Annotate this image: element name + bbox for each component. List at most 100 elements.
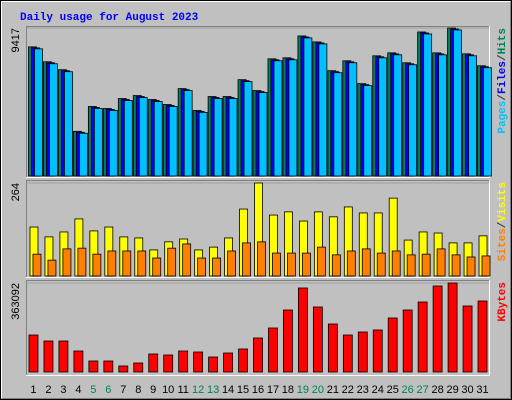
- x-tick-label: 27: [417, 384, 429, 396]
- bar: [153, 101, 163, 177]
- bar: [148, 353, 159, 373]
- legend-entry: Sites: [497, 228, 509, 261]
- bar: [451, 254, 461, 277]
- bar: [212, 257, 221, 277]
- bar: [387, 317, 398, 373]
- bar: [227, 250, 236, 277]
- x-tick-label: 21: [327, 384, 339, 396]
- bar: [138, 97, 148, 177]
- bar: [163, 354, 174, 373]
- bar: [64, 71, 73, 177]
- bar: [253, 337, 263, 373]
- x-tick-label: 4: [75, 384, 81, 396]
- bar: [303, 37, 313, 177]
- bar: [417, 301, 428, 373]
- bar: [378, 57, 388, 177]
- bar: [198, 112, 208, 177]
- bar: [88, 360, 99, 373]
- bar: [436, 248, 446, 277]
- bar: [363, 85, 373, 177]
- bar: [468, 55, 477, 177]
- bar: [283, 309, 293, 373]
- x-tick-label: 1: [30, 384, 36, 396]
- bar: [243, 81, 253, 177]
- bar: [302, 252, 311, 277]
- bar: [223, 352, 233, 373]
- bar: [483, 67, 492, 177]
- bar: [406, 254, 416, 277]
- bar: [257, 241, 266, 277]
- legend-entry: Pages: [497, 101, 509, 134]
- legend: KBytes: [497, 282, 509, 322]
- bar: [77, 247, 87, 277]
- bar: [318, 43, 328, 177]
- bar: [108, 110, 118, 177]
- x-tick-label: 8: [135, 384, 141, 396]
- legend-separator: /: [497, 221, 509, 228]
- bar: [238, 348, 248, 373]
- bar: [402, 309, 413, 373]
- bar: [178, 350, 189, 373]
- bar: [481, 255, 491, 277]
- x-tick-label: 7: [120, 384, 126, 396]
- bar: [421, 253, 431, 277]
- bar: [228, 98, 238, 177]
- bar: [152, 257, 162, 277]
- bar: [168, 106, 178, 177]
- x-tick-label: 25: [387, 384, 399, 396]
- x-tick-label: 15: [237, 384, 249, 396]
- bar: [32, 253, 42, 277]
- bar: [62, 248, 72, 277]
- y-tick-label: 363092: [10, 283, 22, 320]
- legend-entry: Files: [497, 61, 509, 94]
- bar: [258, 92, 268, 177]
- bar: [49, 63, 58, 177]
- x-tick-label: 10: [162, 384, 174, 396]
- bar: [208, 356, 218, 373]
- bar: [348, 62, 358, 177]
- bar: [477, 300, 488, 373]
- bar: [357, 331, 368, 373]
- bar: [316, 246, 326, 277]
- y-tick-label: 264: [10, 183, 22, 201]
- bar: [123, 100, 133, 177]
- x-tick-label: 5: [90, 384, 96, 396]
- x-tick-label: 2: [45, 384, 51, 396]
- chart-title: Daily usage for August 2023: [20, 12, 199, 24]
- x-tick-label: 22: [342, 384, 354, 396]
- bar: [133, 362, 144, 373]
- x-tick-label: 31: [476, 384, 488, 396]
- bar: [287, 252, 296, 277]
- bar: [376, 252, 386, 277]
- legend-entry: KBytes: [497, 282, 509, 322]
- bar: [288, 59, 298, 177]
- bar: [361, 248, 371, 277]
- bar: [447, 282, 458, 373]
- x-tick-label: 30: [461, 384, 473, 396]
- bar: [432, 285, 443, 373]
- legend: Pages/Files/Hits: [497, 28, 509, 134]
- bar: [103, 360, 114, 373]
- bar: [462, 305, 473, 373]
- y-tick-label: 9417: [10, 28, 22, 52]
- bar: [423, 33, 433, 177]
- bar: [242, 242, 251, 277]
- bar: [183, 90, 193, 177]
- legend-entry: Visits: [497, 182, 509, 222]
- bar: [197, 257, 207, 277]
- bar: [47, 259, 57, 277]
- bar: [43, 340, 54, 373]
- bar: [273, 60, 283, 177]
- bar: [92, 253, 102, 277]
- x-tick-label: 11: [177, 384, 188, 396]
- bar: [453, 29, 462, 177]
- bar: [107, 250, 117, 277]
- bar: [331, 254, 341, 277]
- x-tick-label: 6: [105, 384, 111, 396]
- bar: [327, 323, 338, 373]
- x-tick-label: 9: [150, 384, 156, 396]
- x-tick-label: 28: [431, 384, 443, 396]
- x-tick-label: 29: [446, 384, 458, 396]
- x-tick-label: 13: [207, 384, 219, 396]
